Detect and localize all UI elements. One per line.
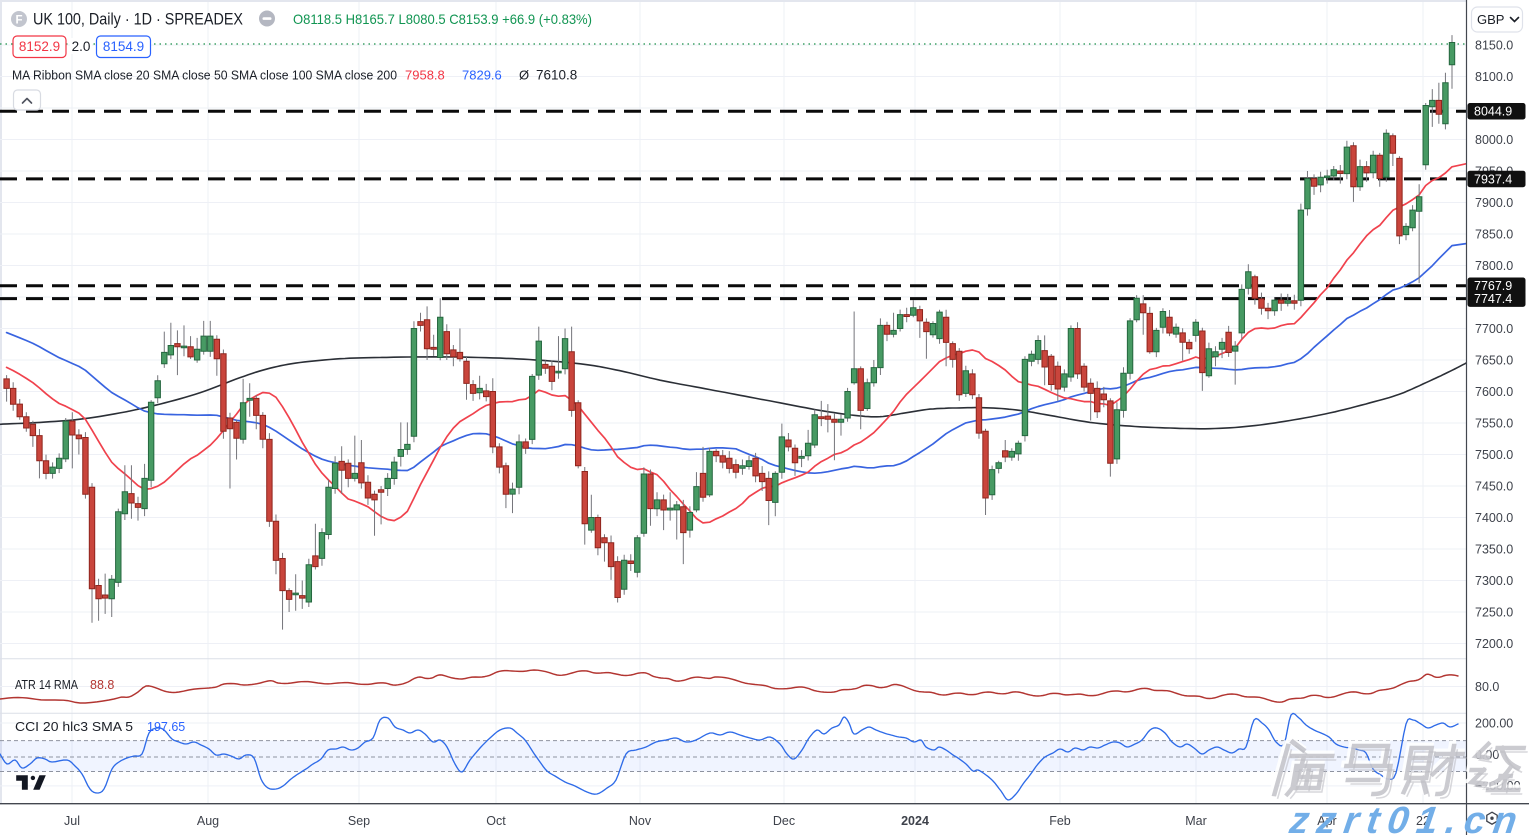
svg-text:CCI 20 hlc3 SMA 5: CCI 20 hlc3 SMA 5 [15, 720, 133, 734]
svg-text:7850.0: 7850.0 [1475, 227, 1513, 241]
svg-text:8000.0: 8000.0 [1475, 133, 1513, 147]
svg-text:2.0: 2.0 [72, 39, 91, 54]
svg-text:22: 22 [1416, 814, 1430, 828]
svg-text:7550.0: 7550.0 [1475, 416, 1513, 430]
svg-text:Feb: Feb [1049, 814, 1071, 828]
svg-text:8150.0: 8150.0 [1475, 38, 1513, 52]
svg-text:80.0: 80.0 [1475, 680, 1499, 694]
svg-text:88.8: 88.8 [90, 678, 114, 692]
svg-text:7350.0: 7350.0 [1475, 542, 1513, 556]
svg-text:197.65: 197.65 [147, 720, 185, 734]
svg-text:7937.4: 7937.4 [1474, 172, 1512, 186]
svg-text:Jul: Jul [64, 814, 80, 828]
svg-text:7700.0: 7700.0 [1475, 322, 1513, 336]
svg-text:8152.9: 8152.9 [19, 39, 60, 54]
svg-text:8154.9: 8154.9 [103, 39, 144, 54]
svg-text:7767.9: 7767.9 [1474, 279, 1512, 293]
svg-text:7500.0: 7500.0 [1475, 448, 1513, 462]
svg-text:7300.0: 7300.0 [1475, 574, 1513, 588]
svg-text:7747.4: 7747.4 [1474, 292, 1512, 306]
svg-text:Sep: Sep [348, 814, 370, 828]
svg-text:MA Ribbon SMA close 20 SMA clo: MA Ribbon SMA close 20 SMA close 50 SMA … [12, 68, 397, 83]
svg-text:8100.0: 8100.0 [1475, 70, 1513, 84]
svg-text:7600.0: 7600.0 [1475, 385, 1513, 399]
svg-text:7200.0: 7200.0 [1475, 637, 1513, 651]
svg-text:O8118.5 H8165.7 L8080.5 C8153.: O8118.5 H8165.7 L8080.5 C8153.9 +66.9 (+… [293, 11, 592, 27]
svg-text:7900.0: 7900.0 [1475, 196, 1513, 210]
svg-text:7250.0: 7250.0 [1475, 605, 1513, 619]
svg-text:Nov: Nov [629, 814, 652, 828]
svg-text:Apr: Apr [1317, 814, 1336, 828]
svg-text:Oct: Oct [486, 814, 506, 828]
svg-text:7610.8: 7610.8 [536, 68, 577, 83]
svg-text:7450.0: 7450.0 [1475, 479, 1513, 493]
svg-text:GBP: GBP [1477, 12, 1504, 27]
svg-text:7400.0: 7400.0 [1475, 511, 1513, 525]
svg-text:200.00: 200.00 [1475, 716, 1513, 730]
svg-text:F: F [15, 15, 22, 27]
svg-text:Mar: Mar [1185, 814, 1207, 828]
svg-text:Dec: Dec [773, 814, 795, 828]
svg-text:8044.9: 8044.9 [1474, 105, 1512, 119]
svg-text:7829.6: 7829.6 [462, 68, 502, 83]
svg-text:UK 100, Daily · 1D · SPREADEX: UK 100, Daily · 1D · SPREADEX [33, 11, 243, 29]
svg-text:7958.8: 7958.8 [405, 68, 445, 83]
svg-text:2024: 2024 [901, 814, 929, 828]
svg-text:ATR 14 RMA: ATR 14 RMA [15, 678, 79, 692]
svg-text:7650.0: 7650.0 [1475, 353, 1513, 367]
svg-text:Aug: Aug [197, 814, 219, 828]
svg-text:Ø: Ø [519, 68, 529, 83]
svg-text:7800.0: 7800.0 [1475, 259, 1513, 273]
